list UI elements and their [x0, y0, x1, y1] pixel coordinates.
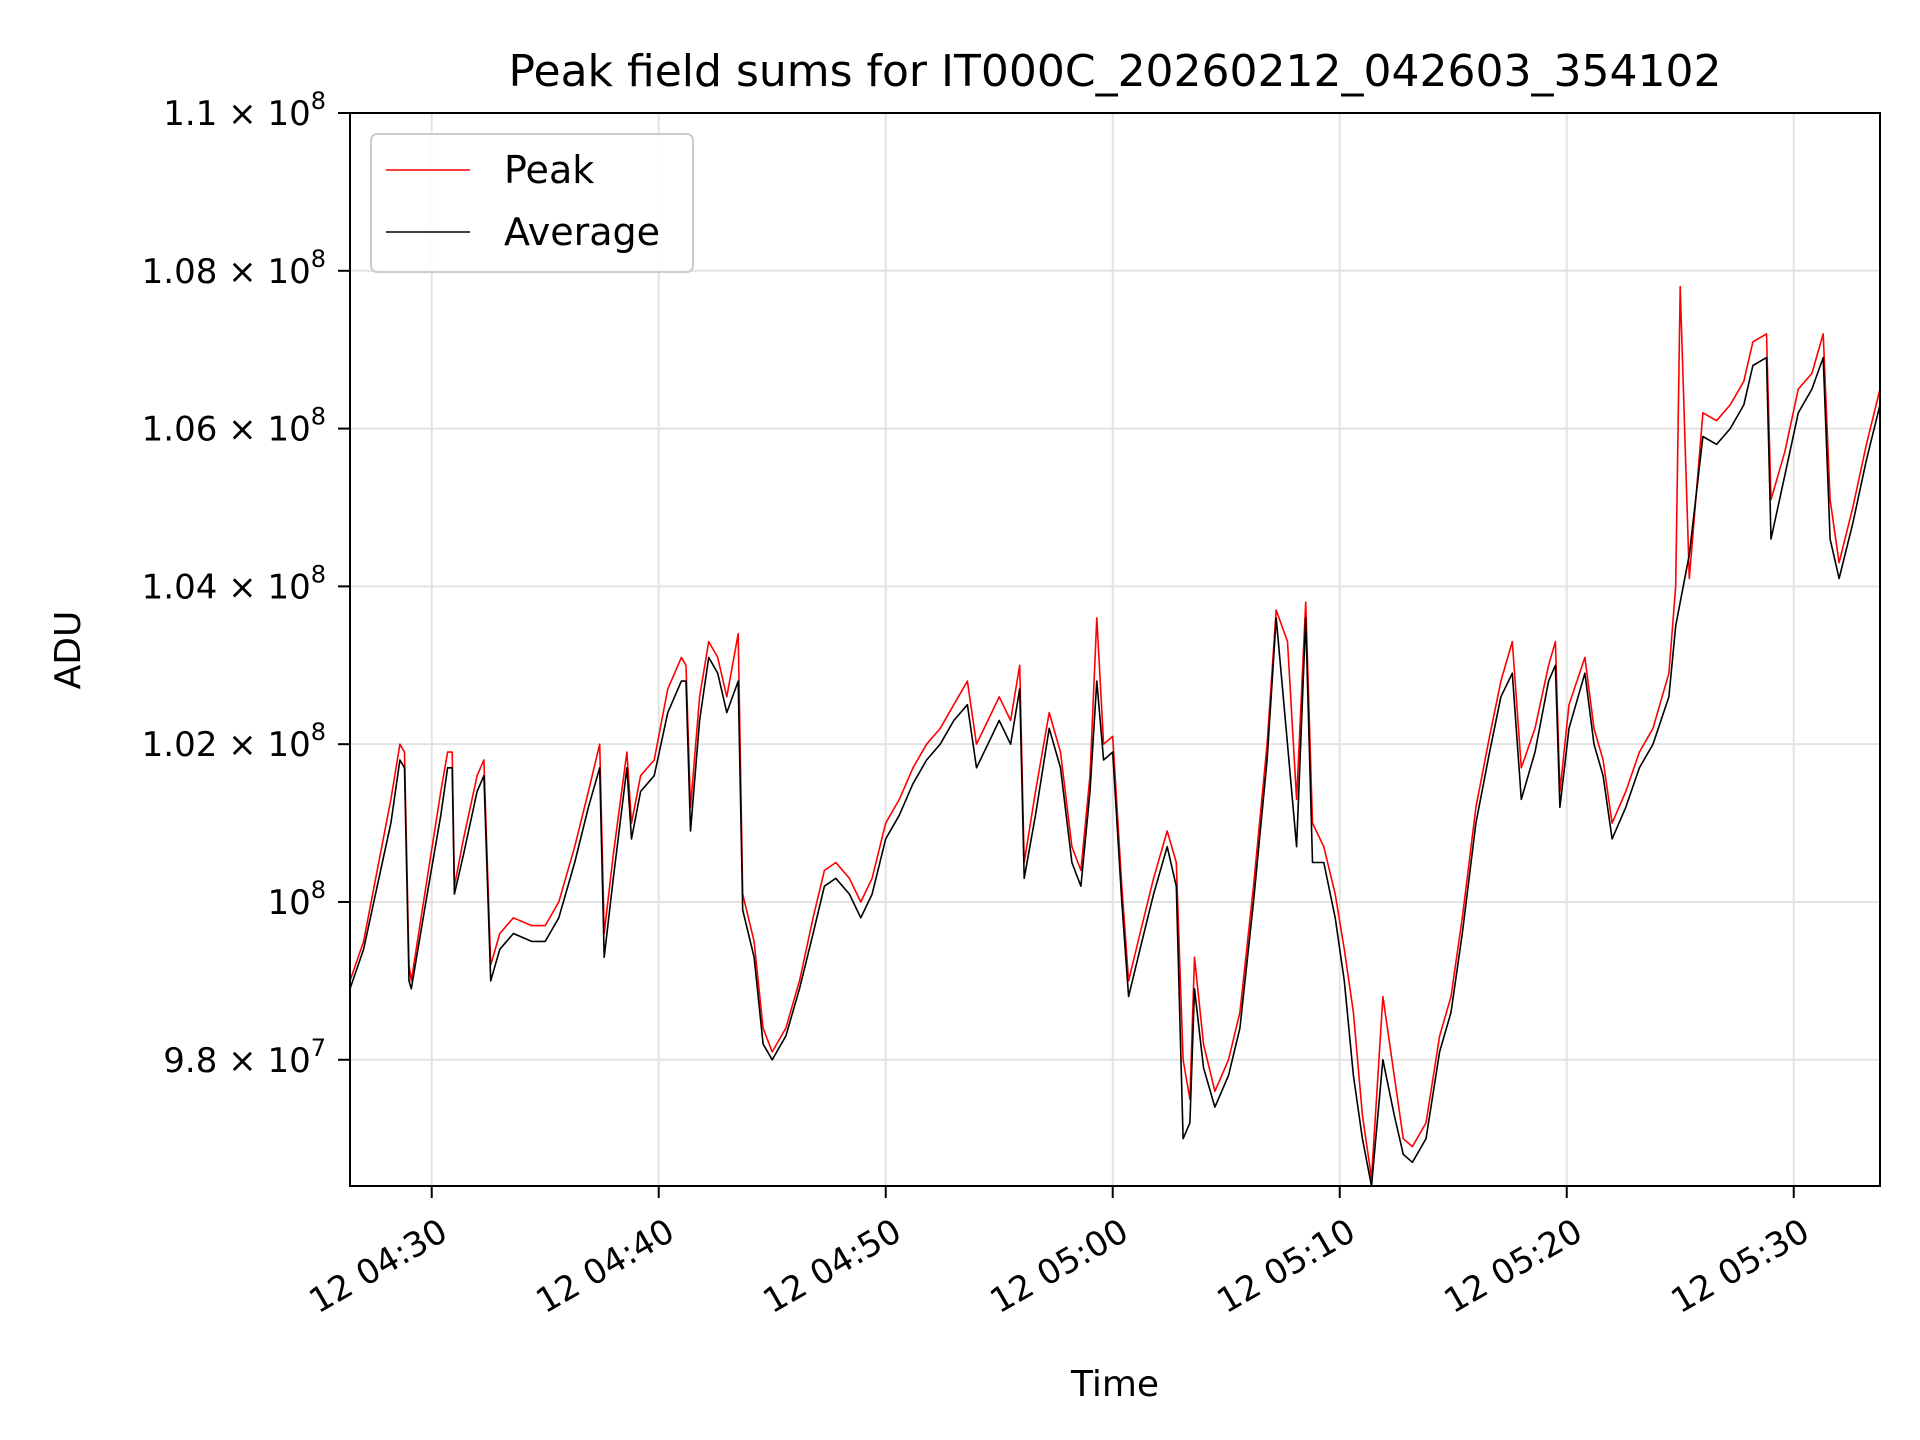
y-tick-mantissa: 1.04 × 10: [142, 567, 311, 607]
y-tick-exponent: 8: [311, 403, 326, 431]
legend-label-average: Average: [504, 210, 660, 254]
y-tick-exponent: 8: [311, 87, 326, 115]
y-tick-exponent: 8: [311, 245, 326, 273]
x-axis-label: Time: [1070, 1364, 1159, 1405]
chart-title: Peak field sums for IT000C_20260212_0426…: [509, 46, 1722, 97]
y-tick-label: 1.06 × 108: [142, 403, 326, 450]
legend-label-peak: Peak: [504, 148, 594, 192]
series-lines: [350, 285, 1880, 1186]
legend-box: [370, 133, 694, 273]
series-line-peak: [350, 285, 1880, 1179]
y-tick-mantissa: 1.08 × 10: [142, 252, 311, 292]
y-tick-mantissa: 1.1 × 10: [163, 94, 310, 134]
y-tick-label: 1.04 × 108: [142, 560, 326, 607]
y-tick-exponent: 8: [311, 560, 326, 588]
legend: Peak Average: [370, 133, 694, 273]
y-tick-label: 108: [267, 876, 326, 923]
y-axis-label: ADU: [48, 611, 89, 690]
y-tick-exponent: 8: [311, 718, 326, 746]
y-tick-label: 1.02 × 108: [142, 718, 326, 765]
series-line-average: [350, 356, 1880, 1186]
y-tick-mantissa: 1.06 × 10: [142, 410, 311, 450]
y-tick-mantissa: 1.02 × 10: [142, 725, 311, 765]
y-tick-mantissa: 9.8 × 10: [163, 1041, 310, 1081]
y-tick-mantissa: 10: [267, 883, 310, 923]
y-tick-exponent: 8: [311, 876, 326, 904]
y-tick-label: 1.08 × 108: [142, 245, 326, 292]
plot-frame: [349, 112, 1881, 1187]
y-tick-exponent: 7: [311, 1034, 326, 1062]
y-tick-label: 1.1 × 108: [163, 87, 326, 134]
y-tick-label: 9.8 × 107: [163, 1034, 326, 1081]
